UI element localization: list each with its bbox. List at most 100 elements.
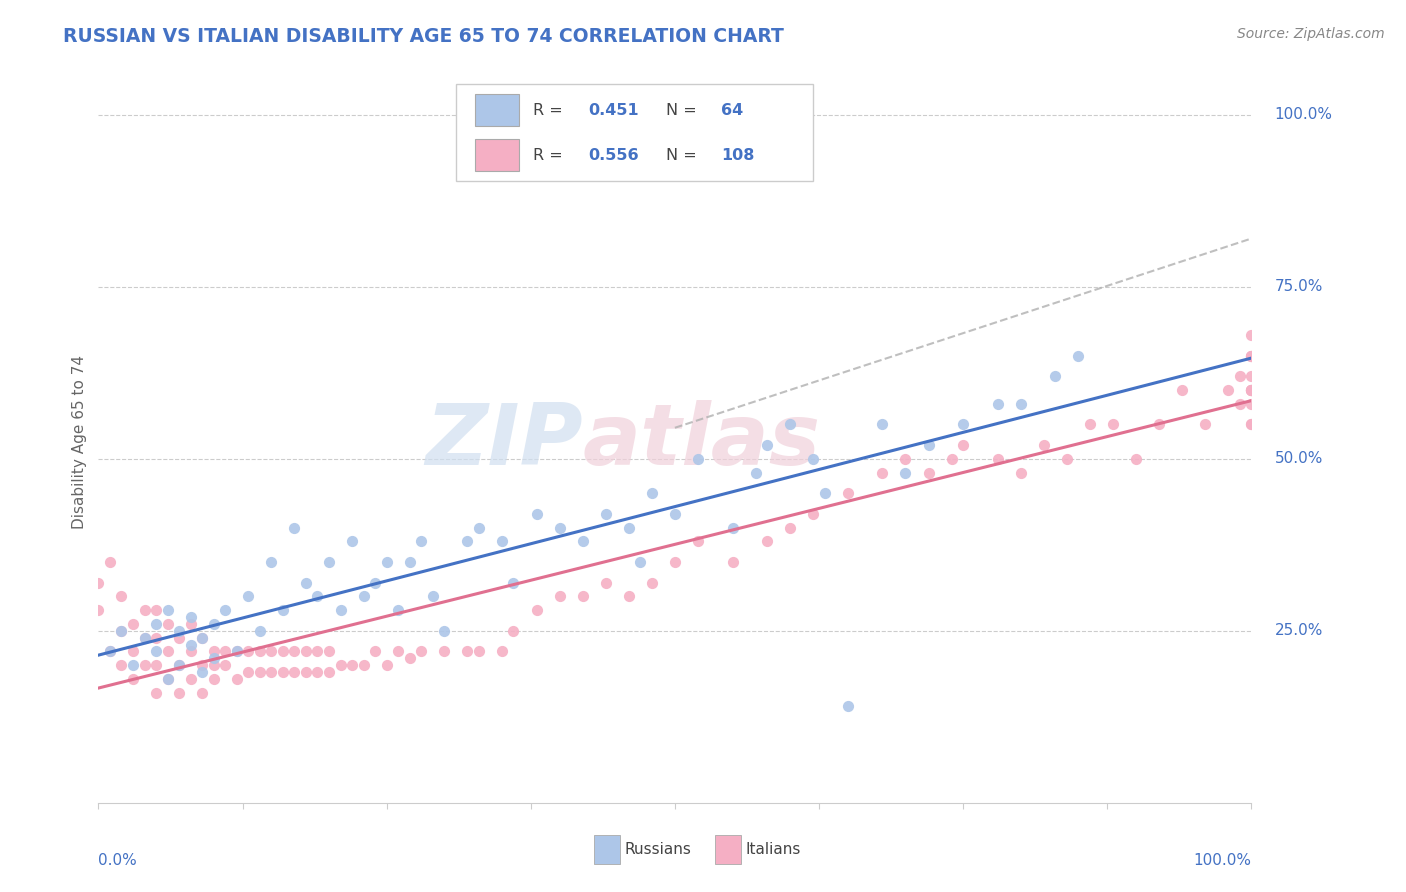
- Point: [98, 555, 121, 569]
- Text: 108: 108: [721, 148, 755, 162]
- Point: [238, 644, 260, 658]
- Point: [641, 486, 664, 500]
- Point: [664, 555, 686, 569]
- Bar: [475, 139, 519, 171]
- Point: [1240, 383, 1263, 397]
- Point: [1032, 438, 1054, 452]
- Bar: [595, 835, 620, 864]
- Point: [364, 644, 387, 658]
- Point: [238, 665, 260, 679]
- Text: ZIP: ZIP: [425, 400, 582, 483]
- Point: [779, 520, 801, 534]
- Point: [340, 534, 363, 549]
- Point: [122, 672, 145, 686]
- Point: [167, 658, 190, 673]
- Point: [641, 575, 664, 590]
- Point: [1045, 369, 1067, 384]
- Point: [134, 631, 156, 645]
- Point: [110, 624, 132, 638]
- Point: [1010, 397, 1032, 411]
- Text: 50.0%: 50.0%: [1274, 451, 1323, 467]
- Point: [122, 658, 145, 673]
- Point: [238, 590, 260, 604]
- Point: [202, 616, 225, 631]
- Point: [756, 438, 779, 452]
- Point: [468, 520, 491, 534]
- Point: [191, 665, 214, 679]
- FancyBboxPatch shape: [456, 84, 813, 181]
- Point: [318, 555, 340, 569]
- Point: [387, 644, 409, 658]
- Point: [1240, 383, 1263, 397]
- Point: [617, 520, 640, 534]
- Point: [271, 665, 294, 679]
- Point: [167, 686, 190, 700]
- Point: [214, 658, 236, 673]
- Point: [145, 603, 167, 617]
- Point: [779, 417, 801, 432]
- Point: [134, 603, 156, 617]
- Text: RUSSIAN VS ITALIAN DISABILITY AGE 65 TO 74 CORRELATION CHART: RUSSIAN VS ITALIAN DISABILITY AGE 65 TO …: [63, 27, 785, 45]
- Point: [156, 616, 179, 631]
- Point: [1147, 417, 1170, 432]
- Text: R =: R =: [533, 103, 568, 118]
- Point: [491, 644, 513, 658]
- Text: N =: N =: [665, 103, 702, 118]
- Point: [318, 644, 340, 658]
- Point: [1102, 417, 1125, 432]
- Point: [329, 603, 352, 617]
- Point: [364, 575, 387, 590]
- Point: [837, 486, 859, 500]
- Point: [249, 624, 271, 638]
- Text: 0.451: 0.451: [589, 103, 640, 118]
- Point: [156, 672, 179, 686]
- Point: [202, 658, 225, 673]
- Point: [894, 451, 917, 466]
- Point: [872, 466, 894, 480]
- Text: 25.0%: 25.0%: [1274, 624, 1323, 639]
- Bar: [716, 835, 741, 864]
- Point: [721, 555, 744, 569]
- Text: 0.0%: 0.0%: [98, 854, 138, 869]
- Point: [145, 644, 167, 658]
- Point: [180, 672, 202, 686]
- Point: [837, 699, 859, 714]
- Point: [225, 672, 247, 686]
- Point: [433, 624, 456, 638]
- Point: [744, 466, 766, 480]
- Point: [167, 624, 190, 638]
- Point: [801, 451, 824, 466]
- Point: [249, 665, 271, 679]
- Bar: [475, 95, 519, 126]
- Point: [145, 686, 167, 700]
- Point: [422, 590, 444, 604]
- Point: [283, 520, 305, 534]
- Point: [1056, 451, 1078, 466]
- Point: [952, 438, 974, 452]
- Point: [98, 644, 121, 658]
- Point: [814, 486, 837, 500]
- Point: [145, 631, 167, 645]
- Point: [283, 644, 305, 658]
- Point: [1218, 383, 1240, 397]
- Point: [134, 658, 156, 673]
- Point: [456, 534, 478, 549]
- Text: 75.0%: 75.0%: [1274, 279, 1323, 294]
- Point: [110, 624, 132, 638]
- Point: [1240, 383, 1263, 397]
- Point: [1240, 349, 1263, 363]
- Point: [502, 575, 524, 590]
- Point: [756, 534, 779, 549]
- Point: [145, 616, 167, 631]
- Point: [468, 644, 491, 658]
- Point: [917, 438, 939, 452]
- Point: [167, 658, 190, 673]
- Point: [721, 520, 744, 534]
- Point: [917, 466, 939, 480]
- Point: [1240, 417, 1263, 432]
- Point: [664, 507, 686, 521]
- Text: R =: R =: [533, 148, 568, 162]
- Point: [1240, 397, 1263, 411]
- Text: atlas: atlas: [582, 400, 821, 483]
- Point: [191, 631, 214, 645]
